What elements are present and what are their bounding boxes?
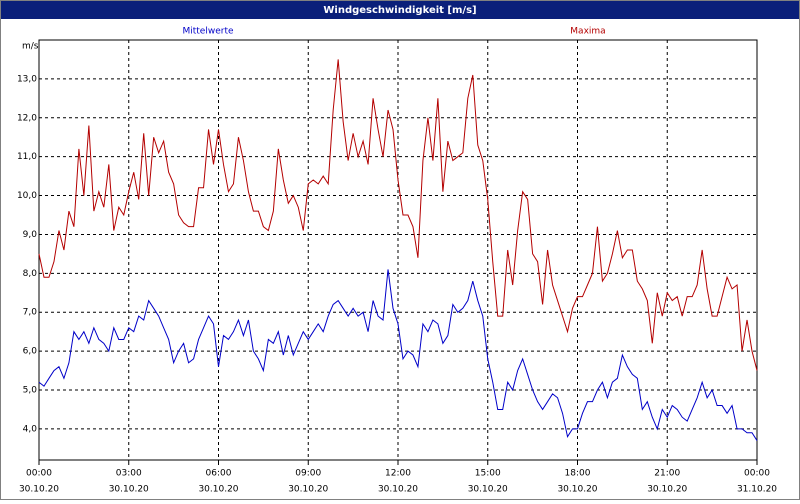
y-tick-label: 9,0 [23, 230, 38, 240]
x-tick-label: 00:00 [744, 469, 770, 479]
x-tick-label: 21:00 [654, 469, 680, 479]
x-tick-label: 12:00 [385, 469, 411, 479]
y-unit-label: m/s [22, 42, 39, 52]
x-tick-date: 30.10.20 [378, 485, 418, 495]
x-tick-date: 30.10.20 [198, 485, 238, 495]
title-bar [1, 1, 799, 19]
y-tick-label: 7,0 [23, 308, 38, 318]
y-tick-label: 10,0 [17, 191, 37, 201]
x-tick-label: 09:00 [295, 469, 321, 479]
x-tick-date: 30.10.20 [109, 485, 149, 495]
data-line [38, 59, 758, 371]
legend-entry: Maxima [570, 27, 605, 37]
x-tick-date: 30.10.20 [468, 485, 508, 495]
y-tick-label: 5,0 [23, 386, 38, 396]
y-tick-label: 11,0 [17, 152, 37, 162]
data-line [38, 269, 758, 441]
chart-title: Windgeschwindigkeit [m/s] [323, 5, 476, 16]
x-tick-date: 30.10.20 [19, 485, 59, 495]
x-tick-date: 30.10.20 [288, 485, 328, 495]
y-tick-label: 12,0 [17, 113, 37, 123]
x-tick-date: 30.10.20 [647, 485, 687, 495]
x-tick-label: 06:00 [206, 469, 232, 479]
x-tick-date: 31.10.20 [737, 485, 777, 495]
x-tick-label: 03:00 [116, 469, 142, 479]
y-tick-label: 4,0 [23, 424, 38, 434]
legend-entry: Mittelwerte [182, 27, 233, 37]
x-tick-label: 15:00 [475, 469, 501, 479]
y-tick-label: 13,0 [17, 74, 37, 84]
x-tick-date: 30.10.20 [557, 485, 597, 495]
y-tick-label: 6,0 [23, 347, 38, 357]
x-tick-label: 00:00 [26, 469, 52, 479]
x-tick-label: 18:00 [565, 469, 591, 479]
y-tick-label: 8,0 [23, 269, 38, 279]
